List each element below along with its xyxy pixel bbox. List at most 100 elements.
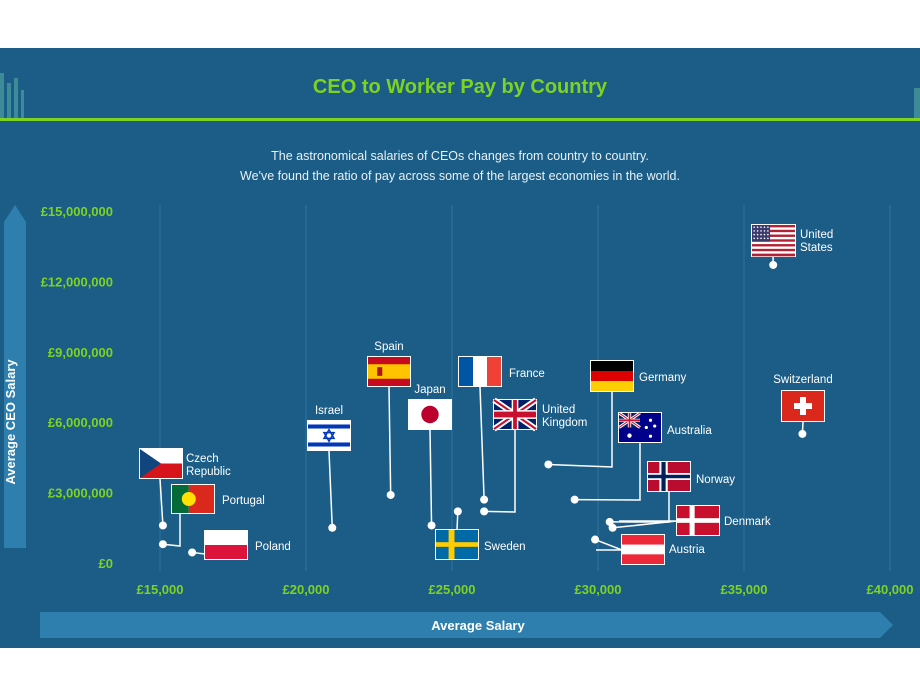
point-label-line: Germany [639, 372, 687, 384]
y-tick-label: £9,000,000 [48, 345, 113, 360]
x-tick-labels: £15,000 £20,000 £25,000 £30,000 £35,000 £40,0… [137, 582, 914, 597]
connector-line [484, 430, 516, 513]
point-label-line: France [509, 368, 545, 380]
connector-line [479, 386, 485, 500]
poland-flag-icon [204, 530, 248, 560]
united-kingdom-flag-icon [492, 397, 538, 432]
point-label: Norway [696, 474, 735, 486]
austria-flag-icon [621, 534, 665, 565]
point-poland: Poland [188, 530, 291, 560]
data-point-marker [188, 548, 197, 557]
data-point-marker [480, 495, 489, 504]
point-label-line: Czech [186, 453, 219, 465]
point-label: France [509, 368, 545, 380]
connector-line [162, 514, 181, 547]
point-label: Portugal [222, 495, 265, 507]
point-label: Poland [255, 541, 291, 553]
japan-flag-icon [408, 399, 452, 430]
y-tick-labels: £0 £3,000,000 £6,000,000 £9,000,000 £12,000,… [41, 204, 113, 571]
france-flag-icon [458, 356, 502, 387]
decor-bar [7, 83, 11, 118]
x-tick-label: £40,000 [867, 582, 914, 597]
point-label: Israel [315, 405, 343, 417]
point-switzerland: Switzerland [773, 374, 833, 438]
subtitle: The astronomical salaries of CEOs change… [0, 146, 920, 186]
data-point-marker [453, 507, 462, 516]
germany-flag-icon [590, 360, 634, 392]
point-united-kingdom: United Kingdom [480, 397, 587, 516]
data-point-marker [570, 495, 579, 504]
point-label-line: Australia [667, 425, 712, 437]
point-label: Australia [667, 425, 712, 437]
spain-flag-icon [367, 356, 411, 387]
data-point-marker [158, 521, 167, 530]
point-label-line: Portugal [222, 495, 265, 507]
czech-republic-flag-icon [139, 448, 183, 479]
x-axis-label: Average Salary [431, 618, 525, 633]
point-label-line: Norway [696, 474, 735, 486]
point-label: Japan [414, 384, 445, 396]
decor-bar [14, 78, 18, 118]
connector-line [548, 392, 613, 468]
data-point-marker [158, 540, 167, 549]
decor-bar-right [914, 88, 920, 118]
x-axis-arrow [40, 612, 893, 638]
point-label: United States [800, 229, 833, 254]
point-label: Austria [669, 544, 705, 556]
point-japan: Japan [408, 384, 452, 530]
point-france: France [458, 356, 545, 504]
x-tick-label: £25,000 [429, 582, 476, 597]
connector-line [574, 443, 641, 501]
y-tick-label: £0 [99, 556, 113, 571]
point-label: United Kingdom [542, 404, 587, 429]
point-spain: Spain [367, 341, 411, 499]
denmark-flag-icon [676, 505, 720, 536]
point-label-line: Switzerland [773, 374, 832, 386]
decor-bars-left [0, 73, 4, 118]
data-point-marker [328, 523, 337, 532]
switzerland-flag-icon [781, 390, 825, 422]
point-austria: Austria [591, 534, 705, 565]
norway-flag-icon [647, 461, 691, 492]
data-point-marker [591, 535, 600, 544]
point-label-line: Denmark [724, 516, 771, 528]
y-tick-label: £15,000,000 [41, 204, 113, 219]
y-axis-arrow [4, 205, 26, 548]
israel-flag-icon [307, 420, 351, 451]
point-label: Sweden [484, 541, 526, 553]
point-denmark: Denmark [608, 505, 771, 536]
connector-line [328, 450, 334, 528]
point-label: Switzerland [773, 374, 832, 386]
point-label-line: Israel [315, 405, 343, 417]
sweden-flag-icon [435, 529, 479, 560]
point-label-line: United [800, 229, 833, 241]
point-czech-republic: Czech Republic [139, 448, 231, 530]
australia-flag-icon [618, 411, 662, 443]
point-label: Czech Republic [186, 453, 231, 478]
point-label-line: United [542, 404, 575, 416]
point-norway: Norway [605, 461, 735, 526]
page-title: CEO to Worker Pay by Country [312, 76, 608, 98]
y-tick-label: £3,000,000 [48, 486, 113, 501]
point-label-line: Spain [374, 341, 403, 353]
point-label-line: Austria [669, 544, 705, 556]
point-label-line: Republic [186, 466, 231, 478]
point-germany: Germany [544, 360, 687, 469]
x-tick-label: £30,000 [575, 582, 622, 597]
point-label-line: Poland [255, 541, 291, 553]
data-point-marker [798, 429, 807, 438]
connector-line [429, 429, 433, 526]
y-tick-label: £12,000,000 [41, 274, 113, 289]
subtitle-line-1: The astronomical salaries of CEOs change… [271, 149, 649, 163]
decor-bar [21, 90, 24, 118]
connector-line [594, 538, 623, 551]
data-points: Czech Republic Portugal Poland Israel Spain Ja… [139, 224, 833, 565]
point-united-states: United States [751, 224, 833, 269]
data-point-marker [480, 507, 489, 516]
point-australia: Australia [570, 411, 712, 504]
x-tick-label: £35,000 [721, 582, 768, 597]
y-axis-label: Average CEO Salary [3, 359, 18, 485]
connector-line [159, 478, 164, 526]
point-label: Germany [639, 372, 687, 384]
title-underline [0, 118, 920, 121]
